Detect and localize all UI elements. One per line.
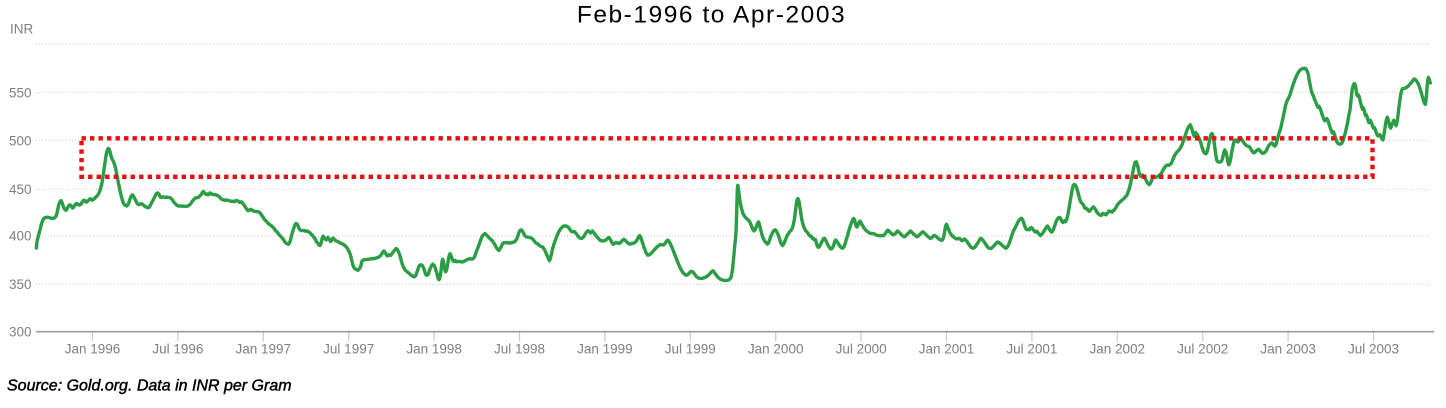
svg-text:Jan 2002: Jan 2002 [1090, 342, 1146, 357]
svg-text:Jul 1997: Jul 1997 [323, 342, 374, 357]
svg-text:500: 500 [9, 133, 32, 148]
svg-text:Jan 2003: Jan 2003 [1260, 342, 1316, 357]
svg-text:Jan 1998: Jan 1998 [406, 342, 462, 357]
svg-text:300: 300 [9, 324, 32, 339]
svg-text:Jan 1997: Jan 1997 [236, 342, 292, 357]
svg-text:Jan 2001: Jan 2001 [919, 342, 975, 357]
svg-text:Feb-1996 to Apr-2003: Feb-1996 to Apr-2003 [577, 2, 846, 29]
svg-text:400: 400 [9, 229, 32, 244]
svg-text:Jan 1999: Jan 1999 [577, 342, 633, 357]
svg-text:Jan 2000: Jan 2000 [748, 342, 804, 357]
svg-text:INR: INR [10, 22, 34, 37]
svg-text:Jul 1998: Jul 1998 [494, 342, 545, 357]
svg-text:Source: Gold.org. Data in INR: Source: Gold.org. Data in INR per Gram [7, 377, 292, 394]
svg-text:Jul 1996: Jul 1996 [152, 342, 203, 357]
svg-text:550: 550 [9, 86, 32, 101]
svg-text:350: 350 [9, 277, 32, 292]
svg-text:Jul 1999: Jul 1999 [665, 342, 716, 357]
svg-text:Jul 2001: Jul 2001 [1006, 342, 1057, 357]
svg-text:Jan 1996: Jan 1996 [65, 342, 121, 357]
svg-text:Jul 2000: Jul 2000 [836, 342, 887, 357]
svg-text:Jul 2003: Jul 2003 [1348, 342, 1399, 357]
svg-text:450: 450 [9, 182, 32, 197]
svg-text:Jul 2002: Jul 2002 [1177, 342, 1228, 357]
